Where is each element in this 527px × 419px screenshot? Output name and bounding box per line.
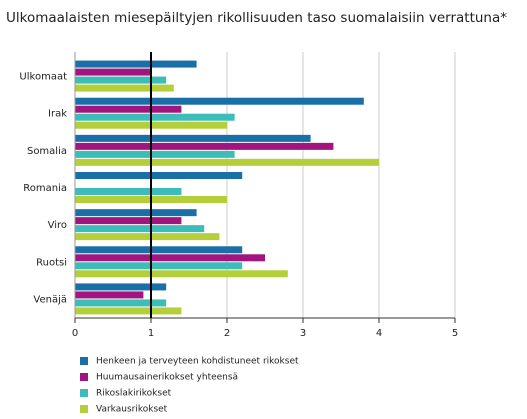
- legend-swatch: [80, 389, 88, 397]
- bar: [75, 134, 311, 142]
- bar: [75, 270, 288, 278]
- bar: [75, 299, 167, 307]
- bar: [75, 68, 151, 76]
- y-tick-label: Viro: [48, 220, 67, 231]
- bar: [75, 97, 364, 105]
- bar: [75, 142, 334, 150]
- y-tick-label: Venäjä: [33, 294, 67, 305]
- bar: [75, 172, 243, 179]
- y-tick-label: Ruotsi: [36, 257, 67, 268]
- x-tick-label: 5: [452, 328, 458, 339]
- legend-swatch: [80, 373, 88, 381]
- x-tick-label: 2: [224, 328, 230, 339]
- y-tick-label: Irak: [48, 109, 67, 120]
- legend-label: Rikoslakirikokset: [96, 389, 172, 399]
- legend-label: Huumausainerikokset yhteensä: [96, 373, 238, 383]
- bar: [75, 188, 182, 195]
- bar: [75, 217, 182, 225]
- bar: [75, 283, 167, 291]
- bar: [75, 262, 243, 270]
- bar: [75, 209, 197, 217]
- bar: [75, 233, 220, 241]
- x-tick-label: 3: [300, 328, 306, 339]
- x-tick-label: 1: [148, 328, 154, 339]
- bar: [75, 307, 182, 315]
- bar: [75, 113, 235, 121]
- y-tick-label: Romania: [23, 183, 67, 194]
- legend-label: Varkausrikokset: [96, 405, 168, 415]
- bar: [75, 150, 235, 158]
- bar: [75, 225, 205, 233]
- x-tick-label: 0: [72, 328, 78, 339]
- bar: [75, 76, 167, 84]
- bar: [75, 60, 197, 68]
- bar: [75, 246, 243, 254]
- legend-label: Henkeen ja terveyteen kohdistuneet rikok…: [96, 357, 299, 367]
- y-tick-label: Somalia: [27, 146, 67, 157]
- bar: [75, 105, 182, 113]
- bar: [75, 254, 265, 262]
- legend-swatch: [80, 405, 88, 413]
- legend-swatch: [80, 357, 88, 365]
- bar: [75, 291, 144, 299]
- bar: [75, 158, 379, 166]
- bar: [75, 84, 174, 92]
- chart-title: Ulkomaalaisten miesepäiltyjen rikollisuu…: [6, 10, 507, 26]
- y-tick-label: Ulkomaat: [19, 72, 67, 83]
- x-tick-label: 4: [376, 328, 382, 339]
